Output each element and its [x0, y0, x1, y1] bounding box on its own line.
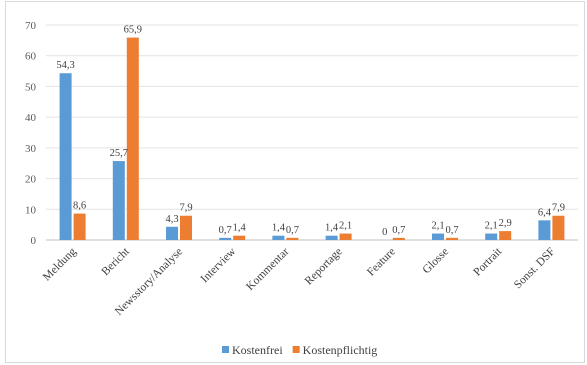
x-tick-label: Interview	[199, 245, 239, 285]
bar-kostenpflichtig	[286, 237, 299, 240]
x-tick-label: Glosse	[420, 246, 451, 277]
bar-kostenfrei	[219, 237, 232, 240]
data-label: 4,3	[165, 214, 178, 225]
gridlines	[46, 24, 578, 241]
data-label: 7,9	[179, 203, 192, 214]
y-tick-label: 30	[25, 143, 37, 155]
data-label: 1,4	[272, 223, 286, 234]
data-label: 0,7	[286, 225, 299, 236]
bar-kostenpflichtig	[180, 215, 192, 240]
bar-kostenpflichtig	[126, 37, 139, 240]
bar-kostenpflichtig	[446, 237, 458, 240]
y-tick-label: 10	[25, 204, 37, 216]
data-label: 7,9	[552, 203, 565, 214]
legend: Kostenfrei Kostenpflichtig	[222, 343, 377, 357]
y-tick-label: 0	[31, 235, 37, 247]
data-label: 0,7	[445, 225, 458, 236]
bar-kostenpflichtig	[392, 237, 405, 240]
bar-kostenfrei	[538, 220, 551, 240]
y-tick-label: 20	[25, 174, 37, 186]
x-tick-label: Meldung	[41, 245, 79, 283]
x-tick-label: Bericht	[99, 245, 132, 278]
bar-kostenpflichtig	[233, 235, 246, 240]
legend-swatch	[292, 346, 300, 353]
data-labels: 54,38,625,765,94,37,90,7 1,4 1,4 0,7 1,4 2,10…	[56, 25, 565, 238]
data-label: 2,1	[431, 221, 444, 232]
x-tick-label: Feature	[365, 246, 398, 279]
data-label: 6,4	[538, 207, 552, 218]
legend-label: Kostenfrei	[232, 343, 283, 357]
bar-kostenfrei	[112, 161, 125, 240]
bar-kostenfrei	[59, 73, 72, 240]
legend-label: Kostenpflichtig	[303, 343, 378, 357]
data-label: 2,1	[339, 221, 352, 232]
bar-kostenpflichtig	[499, 231, 512, 240]
bar-kostenfrei	[325, 235, 338, 240]
x-tick-label: Portrait	[471, 245, 504, 278]
y-tick-label: 50	[25, 81, 37, 93]
legend-swatch	[222, 346, 229, 353]
data-label: 65,9	[124, 25, 142, 36]
data-label: 2,1	[485, 221, 498, 232]
x-tick-label: Sonst. DSF	[512, 246, 558, 292]
bar-kostenfrei	[485, 233, 498, 240]
data-label: 0,7	[392, 225, 405, 236]
y-tick-label: 60	[25, 51, 37, 63]
x-tick-label: Reportage	[303, 246, 345, 288]
data-label: 54,3	[56, 60, 74, 71]
bar-kostenfrei	[272, 235, 285, 240]
bar-kostenpflichtig	[552, 215, 565, 240]
data-label: 1,4	[233, 223, 247, 234]
chart-frame: 0 10 20 30 40 50 60 70 54,3 8,6 25,7 65,9 4,3 7,9 0,7…	[5, 1, 585, 363]
data-label: 25,7	[110, 148, 128, 159]
x-tick-label: Kommentar	[244, 246, 291, 293]
y-tick-label: 70	[25, 20, 37, 32]
bar-kostenfrei	[166, 226, 178, 240]
data-label: 0,7	[219, 225, 232, 236]
y-axis: 0 10 20 30 40 50 60 70	[25, 20, 37, 247]
data-label: 1,4	[325, 223, 339, 234]
bars	[59, 37, 565, 240]
bar-kostenpflichtig	[339, 233, 352, 240]
bar-kostenpflichtig	[73, 213, 86, 240]
bar-kostenfrei	[432, 233, 444, 240]
y-tick-label: 40	[25, 112, 37, 124]
data-label: 0	[382, 227, 387, 238]
data-label: 8,6	[73, 201, 86, 212]
data-label: 2,9	[499, 218, 512, 229]
